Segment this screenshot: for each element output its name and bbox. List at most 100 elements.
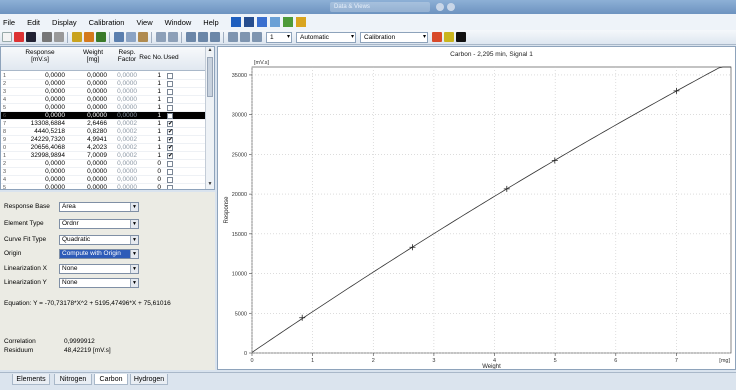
used-checkbox[interactable] <box>167 113 173 119</box>
menu-file[interactable]: File <box>3 17 16 27</box>
table-row[interactable]: 2 0,0000 0,0000 0,0000 0 <box>1 160 206 168</box>
used-checkbox[interactable]: ✔ <box>167 153 174 159</box>
run-icon[interactable] <box>84 32 94 42</box>
save-icon[interactable] <box>26 32 36 42</box>
column-response[interactable]: Response [mV.s] <box>15 49 65 63</box>
table-row[interactable]: 1 0,0000 0,0000 0,0000 1 <box>1 72 206 80</box>
menu-calibration[interactable]: Calibration <box>88 17 125 27</box>
menu-help[interactable]: Help <box>203 17 219 27</box>
used-checkbox[interactable]: ✔ <box>167 121 174 127</box>
table-row[interactable]: 1 32998,9894 7,0009 0,0002 1 ✔ <box>1 152 206 160</box>
cell-rec-no: 1 <box>157 144 161 151</box>
menu-window[interactable]: Window <box>164 17 192 27</box>
new-icon[interactable] <box>2 32 12 42</box>
used-checkbox[interactable] <box>167 97 173 103</box>
color-icon[interactable] <box>456 32 466 42</box>
row-index: 9 <box>3 137 7 143</box>
scroll-down-icon[interactable]: ▼ <box>207 181 213 187</box>
table-row[interactable]: 5 0,0000 0,0000 0,0000 1 <box>1 104 206 112</box>
table-scrollbar[interactable]: ▲ ▼ <box>205 47 214 189</box>
delete-icon[interactable] <box>54 32 64 42</box>
element-type-select[interactable]: Ordnr ▼ <box>59 219 139 229</box>
used-checkbox[interactable]: ✔ <box>167 145 174 151</box>
tab-nitrogen[interactable]: Nitrogen <box>54 374 92 385</box>
used-checkbox[interactable] <box>167 81 173 87</box>
paste-icon[interactable] <box>138 32 148 42</box>
report-icon[interactable] <box>96 32 106 42</box>
table-row[interactable]: 7 13308,6884 2,6466 0,0002 1 ✔ <box>1 120 206 128</box>
column-label: Resp. <box>118 49 136 56</box>
column-weight[interactable]: Weight [mg] <box>73 49 113 63</box>
linearization-x-select[interactable]: None ▼ <box>59 264 139 274</box>
calibration-mode-select[interactable]: Calibration ▾ <box>360 32 428 43</box>
column-used[interactable]: Used <box>163 54 179 61</box>
menu-display[interactable]: Display <box>52 17 77 27</box>
prev-icon[interactable] <box>240 32 250 42</box>
edit-curve-icon[interactable] <box>444 32 454 42</box>
table-row[interactable]: 2 0,0000 0,0000 0,0000 1 <box>1 80 206 88</box>
column-rec-no[interactable]: Rec No. <box>139 54 163 61</box>
used-checkbox[interactable] <box>167 177 173 183</box>
response-base-select[interactable]: Area ▼ <box>59 202 139 212</box>
used-checkbox[interactable] <box>167 105 173 111</box>
y-tick-label: 5000 <box>235 311 247 317</box>
table-row[interactable]: 4 0,0000 0,0000 0,0000 1 <box>1 96 206 104</box>
used-checkbox[interactable]: ✔ <box>167 137 174 143</box>
tab-hydrogen[interactable]: Hydrogen <box>130 374 168 385</box>
table-row[interactable]: 8 4440,5218 0,8280 0,0002 1 ✔ <box>1 128 206 136</box>
used-checkbox[interactable] <box>167 73 173 79</box>
zoom-out-icon[interactable] <box>198 32 208 42</box>
filter-icon[interactable] <box>228 32 238 42</box>
curve-fit-select[interactable]: Quadratic ▼ <box>59 235 139 245</box>
redo-icon[interactable] <box>168 32 178 42</box>
tab-elements[interactable]: Elements <box>12 374 50 385</box>
open-icon[interactable] <box>14 32 24 42</box>
cell-resp-factor: 0,0002 <box>117 128 137 135</box>
zoom-fit-icon[interactable] <box>210 32 220 42</box>
linearization-y-select[interactable]: None ▼ <box>59 278 139 288</box>
print-icon[interactable] <box>42 32 52 42</box>
row-index: 3 <box>3 89 7 95</box>
key-icon[interactable] <box>295 17 306 27</box>
cell-response: 0,0000 <box>45 80 65 87</box>
origin-select[interactable]: Compute with Origin ▼ <box>59 249 139 259</box>
scroll-up-icon[interactable]: ▲ <box>207 47 213 53</box>
cut-icon[interactable] <box>114 32 124 42</box>
scroll-thumb[interactable] <box>207 57 213 97</box>
next-icon[interactable] <box>252 32 262 42</box>
page-select[interactable]: 1 ▾ <box>266 32 292 43</box>
cell-resp-factor: 0,0000 <box>117 80 137 87</box>
cell-weight: 0,0000 <box>87 72 107 79</box>
tab-carbon[interactable]: Carbon <box>94 374 128 385</box>
scale-mode-select[interactable]: Automatic ▾ <box>296 32 356 43</box>
used-checkbox[interactable]: ✔ <box>167 129 174 135</box>
table-icon[interactable] <box>269 17 280 27</box>
menu-edit[interactable]: Edit <box>27 17 41 27</box>
calibrate-icon[interactable] <box>432 32 442 42</box>
window-button-icon[interactable] <box>447 3 455 11</box>
table-row[interactable]: 3 0,0000 0,0000 0,0000 1 <box>1 88 206 96</box>
table-row[interactable]: 4 0,0000 0,0000 0,0000 0 <box>1 176 206 184</box>
table-row[interactable]: 6 0,0000 0,0000 0,0000 1 <box>1 112 206 120</box>
cell-weight: 0,0000 <box>87 80 107 87</box>
used-checkbox[interactable] <box>167 89 173 95</box>
zoom-in-icon[interactable] <box>186 32 196 42</box>
element-icon[interactable] <box>256 17 267 27</box>
used-checkbox[interactable] <box>167 169 173 175</box>
copy-icon[interactable] <box>126 32 136 42</box>
chart-icon[interactable] <box>282 17 293 27</box>
table-row[interactable]: 3 0,0000 0,0000 0,0000 0 <box>1 168 206 176</box>
window-button-icon[interactable] <box>436 3 444 11</box>
table-row[interactable]: 5 0,0000 0,0000 0,0000 0 <box>1 184 206 189</box>
menu-view[interactable]: View <box>136 17 153 27</box>
used-checkbox[interactable] <box>167 185 173 189</box>
table-row[interactable]: 0 20656,4068 4,2023 0,0002 1 ✔ <box>1 144 206 152</box>
used-checkbox[interactable] <box>167 161 173 167</box>
undo-icon[interactable] <box>156 32 166 42</box>
info-icon[interactable] <box>243 17 254 27</box>
help-book-icon[interactable] <box>230 17 241 27</box>
table-row[interactable]: 9 24229,7320 4,9941 0,0002 1 ✔ <box>1 136 206 144</box>
column-resp-factor[interactable]: Resp. Factor <box>114 49 140 63</box>
x-tick-label: 7 <box>675 358 678 364</box>
calc-icon[interactable] <box>72 32 82 42</box>
